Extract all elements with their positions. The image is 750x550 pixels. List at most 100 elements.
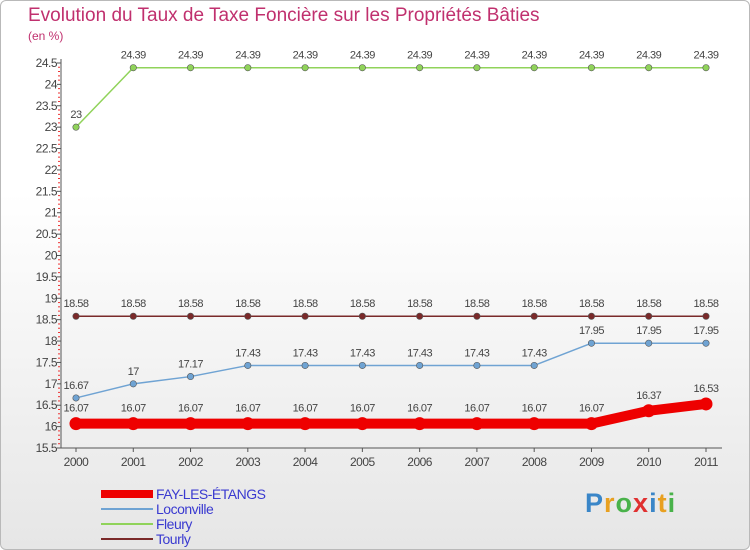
logo-letter: P bbox=[585, 488, 605, 518]
data-label: 16.67 bbox=[63, 380, 88, 392]
data-point bbox=[642, 404, 656, 418]
legend-label-fay: FAY-LES-ÉTANGS bbox=[156, 486, 266, 502]
data-label: 24.39 bbox=[293, 50, 318, 62]
x-tick-label: 2006 bbox=[407, 455, 433, 469]
x-tick-label: 2001 bbox=[121, 455, 147, 469]
data-point bbox=[416, 64, 424, 72]
y-tick-label: 24.5 bbox=[36, 56, 58, 70]
data-label: 17.95 bbox=[636, 325, 661, 337]
data-label: 18.58 bbox=[693, 298, 718, 310]
data-point bbox=[184, 417, 198, 431]
data-label: 18.58 bbox=[579, 298, 604, 310]
series-line bbox=[75, 66, 707, 128]
data-label: 24.39 bbox=[121, 50, 146, 62]
data-label: 18.58 bbox=[293, 298, 318, 310]
x-tick-label: 2002 bbox=[178, 455, 204, 469]
data-point bbox=[473, 64, 481, 72]
data-point bbox=[416, 312, 424, 320]
legend-swatch-loconville bbox=[101, 508, 153, 510]
y-tick-label: 16 bbox=[45, 420, 58, 434]
y-tick-label: 19 bbox=[45, 291, 58, 305]
logo-letter: t bbox=[657, 488, 668, 518]
data-point bbox=[244, 312, 252, 320]
x-tick-label: 2005 bbox=[350, 455, 376, 469]
data-point bbox=[473, 312, 481, 320]
x-tick-label: 2007 bbox=[465, 455, 491, 469]
data-point bbox=[358, 64, 366, 72]
data-label: 18.58 bbox=[121, 298, 146, 310]
x-tick-label: 2000 bbox=[64, 455, 90, 469]
data-point bbox=[129, 64, 137, 72]
data-point bbox=[530, 64, 538, 72]
data-point bbox=[129, 380, 137, 388]
data-point bbox=[702, 312, 710, 320]
data-label: 24.39 bbox=[464, 50, 489, 62]
data-label: 18.58 bbox=[178, 298, 203, 310]
data-point bbox=[187, 312, 195, 320]
data-label: 24.39 bbox=[693, 50, 718, 62]
data-label: 16.07 bbox=[464, 403, 489, 415]
data-point bbox=[702, 64, 710, 72]
y-tick-label: 24 bbox=[45, 77, 58, 91]
data-label: 17.43 bbox=[522, 347, 547, 359]
unit-label: (en %) bbox=[28, 29, 64, 43]
data-point bbox=[530, 312, 538, 320]
data-point bbox=[298, 417, 312, 431]
x-tick-label: 2011 bbox=[694, 455, 719, 469]
x-tick-label: 2003 bbox=[235, 455, 261, 469]
data-label: 16.07 bbox=[178, 403, 203, 415]
data-label: 18.58 bbox=[522, 298, 547, 310]
data-point bbox=[527, 417, 541, 431]
data-label: 17.43 bbox=[464, 347, 489, 359]
data-point bbox=[355, 417, 369, 431]
legend-swatch-tourly bbox=[101, 538, 153, 540]
data-label: 17 bbox=[128, 366, 140, 378]
data-point bbox=[72, 394, 80, 402]
data-label: 17.43 bbox=[235, 347, 260, 359]
y-tick-label: 21 bbox=[45, 206, 58, 220]
data-label: 18.58 bbox=[407, 298, 432, 310]
data-label: 16.07 bbox=[63, 403, 88, 415]
data-label: 17.43 bbox=[350, 347, 375, 359]
data-label: 18.58 bbox=[63, 298, 88, 310]
x-tick-label: 2010 bbox=[636, 455, 662, 469]
data-point bbox=[530, 361, 538, 369]
data-label: 17.43 bbox=[293, 347, 318, 359]
data-point bbox=[244, 64, 252, 72]
data-label: 18.58 bbox=[350, 298, 375, 310]
data-point bbox=[72, 123, 80, 131]
data-label: 24.39 bbox=[178, 50, 203, 62]
data-point bbox=[187, 64, 195, 72]
data-label: 24.39 bbox=[350, 50, 375, 62]
data-point bbox=[587, 339, 595, 347]
legend-label-fleury: Fleury bbox=[156, 516, 192, 532]
data-label: 18.58 bbox=[464, 298, 489, 310]
y-tick-label: 22 bbox=[45, 163, 58, 177]
data-point bbox=[584, 417, 598, 431]
data-point bbox=[413, 417, 427, 431]
data-point bbox=[129, 312, 137, 320]
data-label: 16.07 bbox=[121, 403, 146, 415]
y-tick-label: 17.5 bbox=[36, 355, 58, 369]
y-tick-label: 20.5 bbox=[36, 227, 58, 241]
data-label: 16.37 bbox=[636, 390, 661, 402]
legend-label-loconville: Loconville bbox=[156, 501, 214, 517]
data-point bbox=[301, 64, 309, 72]
y-tick-label: 21.5 bbox=[36, 184, 58, 198]
data-label: 18.58 bbox=[636, 298, 661, 310]
data-point bbox=[470, 417, 484, 431]
y-tick-label: 20 bbox=[45, 249, 58, 263]
data-point bbox=[187, 373, 195, 381]
logo-letter: r bbox=[604, 488, 616, 518]
data-label: 24.39 bbox=[579, 50, 604, 62]
y-tick-label: 15.5 bbox=[36, 441, 58, 455]
data-label: 17.17 bbox=[178, 359, 203, 371]
data-label: 17.43 bbox=[407, 347, 432, 359]
series-line bbox=[71, 398, 711, 429]
data-label: 16.07 bbox=[350, 403, 375, 415]
data-label: 16.07 bbox=[235, 403, 260, 415]
data-label: 18.58 bbox=[235, 298, 260, 310]
chart-title: Evolution du Taux de Taxe Foncière sur l… bbox=[28, 5, 540, 26]
